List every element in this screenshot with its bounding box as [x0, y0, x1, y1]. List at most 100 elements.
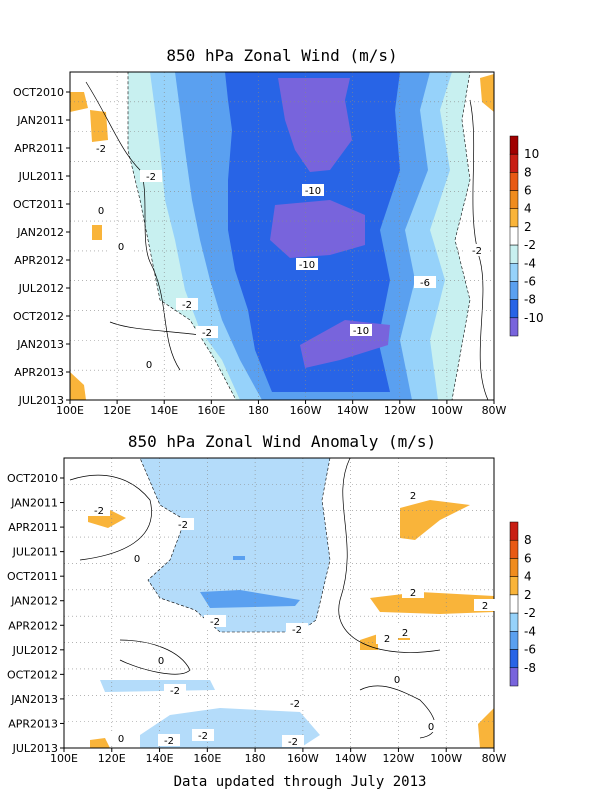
- plot-frame: [69, 71, 495, 401]
- contour-label-text: -2: [182, 300, 192, 311]
- bottom-contour-label: -2: [204, 615, 226, 628]
- y-tick-label: OCT2012: [13, 310, 64, 323]
- x-tick-label: 80W: [482, 752, 507, 765]
- contour-label-bg: [176, 298, 198, 310]
- y-tick-label: JAN2012: [16, 226, 64, 239]
- colorbar-swatch: [509, 576, 519, 596]
- x-tick-label: 180: [245, 752, 266, 765]
- anomaly-neg4-b: [233, 556, 245, 560]
- contour-label-bg: [474, 599, 496, 611]
- top-contour-label: 0: [90, 204, 112, 217]
- colorbar-label: -4: [524, 624, 536, 638]
- contour-label-text: -2: [164, 736, 174, 747]
- colorbar-swatch: [509, 649, 519, 669]
- contour-label-bg: [90, 142, 112, 154]
- colorbar-label: -2: [524, 606, 536, 620]
- y-tick-label: APR2012: [8, 619, 58, 632]
- contour-label-text: -10: [305, 186, 321, 197]
- bottom-contour-label: -2: [284, 697, 306, 710]
- colorbar-swatch: [509, 226, 519, 246]
- colorbar-swatch: [509, 135, 519, 155]
- colorbar-label: -10: [524, 311, 544, 325]
- contour-label-bg: [376, 632, 398, 644]
- y-tick-label: JUL2012: [12, 644, 58, 657]
- anomaly-zero-a: [69, 474, 152, 561]
- zero-contour-a: [85, 81, 181, 371]
- y-tick-label: APR2013: [14, 366, 64, 379]
- y-tick-label: APR2011: [8, 521, 58, 534]
- contour-label-bg: [192, 729, 214, 741]
- colorbar-label: 2: [524, 588, 532, 602]
- contour-label-text: -2: [170, 686, 180, 697]
- contour-label-bg: [204, 615, 226, 627]
- colorbar-swatch: [509, 244, 519, 264]
- anomaly-zero-b: [338, 457, 441, 653]
- bottom-contour-label: 0: [126, 552, 148, 565]
- colorbar-swatch: [509, 299, 519, 319]
- y-tick-label: APR2011: [14, 142, 64, 155]
- contour-label-bg: [302, 184, 324, 196]
- anomaly-pos-c: [370, 592, 494, 614]
- x-tick-label: 120W: [384, 404, 416, 417]
- x-tick-label: 140W: [337, 404, 369, 417]
- x-tick-label: 120E: [103, 404, 131, 417]
- contour-label-text: -2: [202, 328, 212, 339]
- contour-label-text: 0: [98, 206, 104, 217]
- contour-label-text: -2: [288, 737, 298, 748]
- y-tick-label: JUL2013: [12, 742, 58, 755]
- contour-label-bg: [466, 244, 488, 256]
- contour-label-bg: [420, 720, 442, 732]
- bottom-contour-label: 0: [386, 673, 408, 686]
- contour-label-text: 0: [158, 656, 164, 667]
- bottom-contour-label: 2: [402, 586, 424, 599]
- y-tick-label: OCT2011: [13, 198, 64, 211]
- y-tick-label: JAN2012: [10, 595, 58, 608]
- contour-label-text: 0: [394, 675, 400, 686]
- top-contour-label: -10: [302, 184, 324, 197]
- y-tick-label: JUL2011: [18, 170, 64, 183]
- y-tick-label: JUL2012: [18, 282, 64, 295]
- bottom-contour-label: 2: [394, 626, 416, 639]
- x-tick-label: 160W: [290, 404, 322, 417]
- colorbar-label: -2: [524, 238, 536, 252]
- y-tick-label: OCT2010: [7, 472, 58, 485]
- y-tick-label: OCT2010: [13, 86, 64, 99]
- colorbar-swatch: [509, 172, 519, 191]
- contour-label-text: -2: [94, 506, 104, 517]
- colorbar-label: -6: [524, 643, 536, 657]
- contour-label-bg: [110, 732, 132, 744]
- colorbar-label: 6: [524, 551, 532, 565]
- bottom-contour-label: 0: [150, 654, 172, 667]
- contour-label-text: 0: [428, 722, 434, 733]
- colorbar-swatch: [509, 558, 519, 577]
- contour-label-text: -2: [292, 625, 302, 636]
- contour-label-text: -2: [210, 617, 220, 628]
- contour-label-bg: [286, 623, 308, 635]
- top-chart-fills: [70, 71, 494, 401]
- contour-label-bg: [282, 735, 304, 747]
- x-tick-label: 180: [248, 404, 269, 417]
- zero-contour-c: [109, 321, 201, 336]
- bottom-contour-label: -2: [88, 504, 110, 517]
- contour-label-bg: [88, 504, 110, 516]
- colorbar-label: 4: [524, 570, 532, 584]
- anomaly-zero-c: [119, 639, 191, 675]
- colorbar-swatch: [509, 612, 519, 632]
- y-tick-label: JUL2013: [18, 394, 64, 407]
- y-tick-label: JUL2011: [12, 546, 58, 559]
- anomaly-neg4-a: [200, 590, 300, 608]
- contour-label-bg: [110, 240, 132, 252]
- contour-label-bg: [138, 358, 160, 370]
- positive-patch-e: [480, 74, 494, 112]
- colorbar-swatch: [509, 631, 519, 650]
- bottom-chart-fills: [69, 457, 494, 748]
- contour-label-bg: [414, 276, 436, 288]
- anomaly-neg2-c: [140, 708, 320, 748]
- contour-fill-neg10-a: [278, 78, 352, 172]
- colorbar-swatch: [509, 521, 519, 541]
- x-tick-label: 160W: [287, 752, 319, 765]
- colorbar-label: -8: [524, 293, 536, 307]
- bottom-chart-title: 850 hPa Zonal Wind Anomaly (m/s): [127, 432, 437, 451]
- bottom-contour-label: -2: [164, 684, 186, 697]
- anomaly-pos-f: [90, 738, 110, 748]
